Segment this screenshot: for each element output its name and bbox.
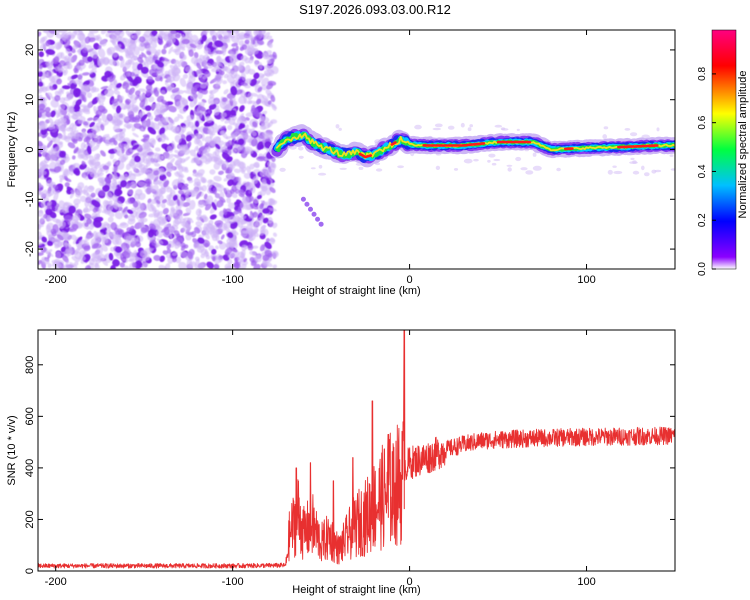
- hotspot-5: [390, 141, 397, 146]
- heatmap-noise-region: [38, 30, 279, 269]
- heatmap-streak: [300, 196, 324, 227]
- y-tick-label: 800: [24, 356, 36, 374]
- colorbar: [712, 30, 736, 269]
- y-tick-label: 0: [24, 146, 36, 152]
- heatmap-x-axis: -200 -100 0 100: [45, 30, 596, 286]
- x-tick-label: 0: [407, 274, 413, 286]
- snr-series-line: [38, 330, 675, 569]
- y-tick-label: 600: [24, 407, 36, 425]
- y-tick-label: 400: [24, 459, 36, 477]
- y-tick-label: 20: [24, 44, 36, 56]
- snr-x-axis-label: Height of straight line (km): [292, 584, 420, 596]
- y-tick-label: -10: [24, 191, 36, 207]
- hotspot-1: [422, 142, 486, 147]
- colorbar-tick-label: 0.2: [697, 213, 708, 227]
- snr-x-axis: -200 -100 0 100: [45, 330, 596, 588]
- snr-plot-area: [38, 330, 675, 569]
- colorbar-tick-label: 0.0: [697, 262, 708, 276]
- x-tick-label: 100: [577, 274, 595, 286]
- y-tick-label: 10: [24, 94, 36, 106]
- hotspot-0: [358, 152, 372, 159]
- colorbar-tick-label: 0.8: [697, 67, 708, 81]
- x-tick-label: 0: [407, 576, 413, 588]
- heatmap-y-axis: -20 -10 0 10 20: [24, 44, 675, 257]
- x-tick-label: -200: [45, 274, 67, 286]
- snr-frame: [37, 329, 676, 572]
- heatmap-y-axis-label: Frequency (Hz): [6, 112, 18, 188]
- y-tick-label: -20: [24, 241, 36, 257]
- colorbar-ticks: 0.0 0.2 0.4 0.6 0.8: [697, 67, 716, 276]
- heatmap-x-axis-label: Height of straight line (km): [292, 285, 420, 297]
- colorbar-label: Normalized spectral amplitude: [737, 71, 749, 219]
- heatmap-hotspots: [358, 140, 659, 159]
- y-tick-label: 200: [24, 510, 36, 528]
- colorbar-tick-label: 0.4: [697, 164, 708, 178]
- colorbar-frame: [711, 29, 737, 270]
- figure-title: S197.2026.093.03.00.R12: [299, 2, 451, 17]
- y-tick-label: 0: [24, 568, 36, 574]
- colorbar-tick-label: 0.6: [697, 115, 708, 129]
- snr-y-axis: 0 200 400 600 800: [24, 356, 675, 574]
- heatmap-plot-area: [38, 30, 675, 269]
- x-tick-label: -200: [45, 576, 67, 588]
- x-tick-label: -100: [222, 576, 244, 588]
- hotspot-4: [617, 144, 659, 149]
- snr-y-axis-label: SNR (10 * v/v): [6, 415, 18, 485]
- x-tick-label: 100: [577, 576, 595, 588]
- x-tick-label: -100: [222, 274, 244, 286]
